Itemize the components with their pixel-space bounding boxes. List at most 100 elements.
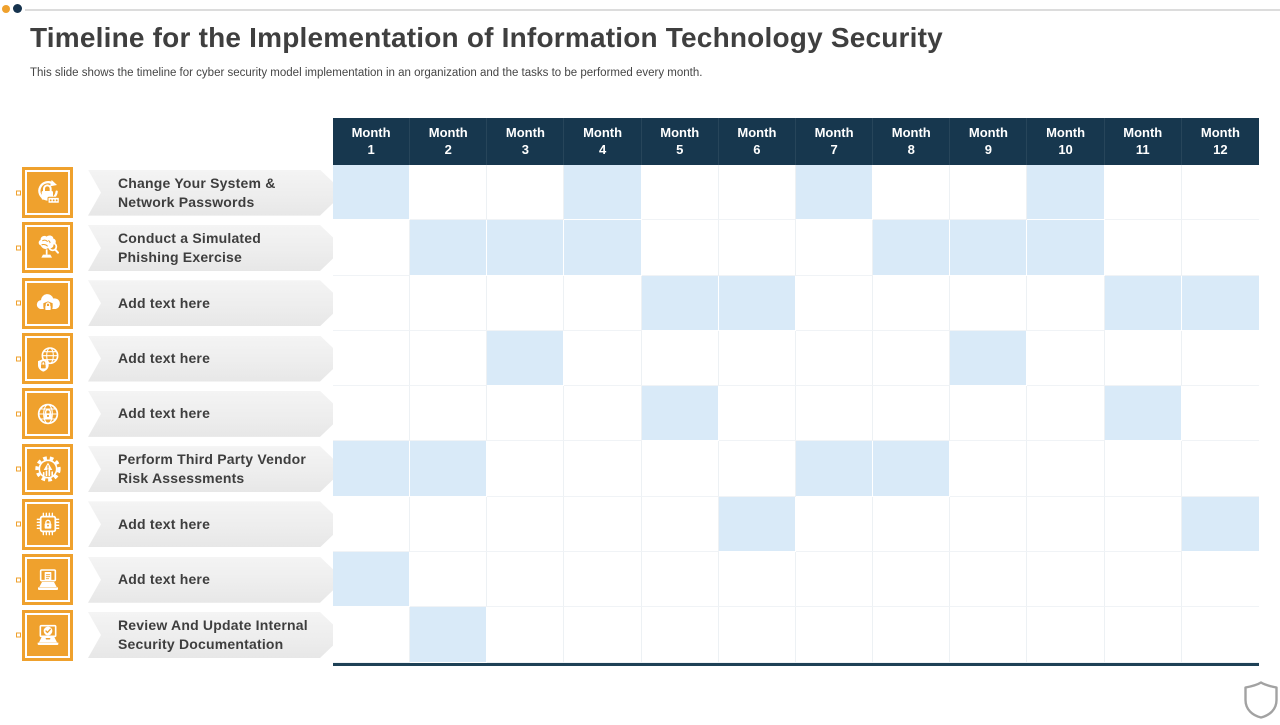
task-banner: Add text here: [88, 557, 344, 603]
month-number: 3: [521, 141, 530, 157]
task-icon-box: [22, 167, 73, 219]
active-month-cell: [1027, 220, 1105, 276]
month-cell: [333, 275, 411, 331]
active-month-cell: [487, 220, 565, 276]
month-cell: [410, 330, 488, 387]
month-word: Month: [351, 125, 391, 141]
month-cell: [795, 275, 874, 331]
timeline-grid: [333, 165, 1259, 666]
task-icon-box: [22, 277, 73, 329]
month-header-cell: Month 6: [719, 118, 796, 165]
month-cell: [641, 607, 719, 663]
month-cell: [950, 607, 1028, 663]
task-label: Add text here: [118, 294, 211, 311]
month-cell: [564, 552, 642, 608]
active-month-cell: [333, 441, 411, 497]
active-month-cell: [564, 165, 642, 221]
month-cell: [487, 441, 565, 497]
month-cell: [873, 330, 951, 387]
month-cell: [1104, 330, 1182, 387]
month-cell: [333, 330, 411, 387]
task-row: Change Your System & Network Passwords: [16, 165, 348, 220]
task-handle-square: [16, 190, 21, 196]
month-header-cell: Month 9: [950, 118, 1028, 165]
timeline-table: Month 1 Month 2 Month 3 Month 4 Month 5 Month 6 Mont…: [333, 118, 1259, 666]
month-cell: [564, 386, 642, 442]
month-cell: [333, 220, 411, 276]
active-month-cell: [1181, 275, 1259, 331]
month-cell: [950, 275, 1028, 331]
month-word: Month: [583, 125, 623, 141]
month-header-row: Month 1 Month 2 Month 3 Month 4 Month 5 Month 6 Mont…: [333, 118, 1259, 165]
task-banner: Conduct a Simulated Phishing Exercise: [88, 225, 344, 271]
active-month-cell: [564, 220, 642, 276]
month-number: 7: [830, 141, 838, 157]
month-cell: [950, 165, 1028, 221]
month-number: 12: [1213, 141, 1228, 157]
active-month-cell: [333, 552, 411, 608]
month-cell: [410, 275, 488, 331]
task-row: Review And Update Internal Security Docu…: [16, 607, 348, 662]
task-banner: Add text here: [88, 280, 344, 326]
laptop-document-icon: [25, 557, 70, 603]
month-cell: [487, 496, 565, 553]
month-cell: [1027, 386, 1105, 442]
month-cell: [487, 552, 565, 608]
task-label: Add text here: [118, 515, 211, 532]
month-cell: [410, 165, 488, 221]
month-cell: [718, 386, 796, 442]
task-label: Add text here: [118, 405, 211, 422]
task-banner: Review And Update Internal Security Docu…: [88, 612, 344, 658]
month-cell: [1181, 552, 1259, 608]
month-cell: [487, 165, 565, 221]
task-row: Add text here: [16, 386, 348, 441]
month-cell: [718, 220, 796, 276]
month-cell: [950, 386, 1028, 442]
month-cell: [795, 220, 874, 276]
active-month-cell: [410, 441, 488, 497]
active-month-cell: [333, 165, 411, 221]
month-number: 9: [984, 141, 993, 157]
month-cell: [1181, 220, 1259, 276]
task-list: Change Your System & Network Passwords Co…: [16, 165, 348, 663]
active-month-cell: [718, 275, 796, 331]
timeline-row: [333, 496, 1259, 553]
month-word: Month: [968, 125, 1008, 141]
month-header-cell: Month 12: [1182, 118, 1259, 165]
month-number: 11: [1135, 141, 1150, 157]
month-cell: [950, 441, 1028, 497]
month-cell: [1181, 386, 1259, 442]
month-word: Month: [891, 125, 931, 141]
phishing-simulation-icon: [25, 225, 70, 271]
month-number: 2: [444, 141, 452, 157]
month-cell: [564, 330, 642, 387]
task-row: Add text here: [16, 552, 348, 607]
month-cell: [1027, 552, 1105, 608]
month-cell: [1181, 330, 1259, 387]
globe-lock-icon: [25, 391, 70, 437]
month-cell: [1181, 165, 1259, 221]
month-cell: [1181, 441, 1259, 497]
month-header-cell: Month 1: [333, 118, 411, 165]
task-label: Perform Third Party Vendor Risk Assessme…: [118, 451, 307, 487]
task-banner: Add text here: [88, 501, 344, 547]
month-cell: [873, 552, 951, 608]
month-number: 1: [367, 141, 375, 157]
month-cell: [795, 607, 874, 663]
month-cell: [1027, 607, 1105, 663]
month-cell: [410, 552, 488, 608]
task-handle-square: [16, 577, 21, 583]
month-cell: [795, 552, 874, 608]
month-cell: [873, 275, 951, 331]
month-cell: [641, 330, 719, 387]
task-icon-box: [22, 498, 73, 550]
month-cell: [950, 552, 1028, 608]
month-cell: [487, 607, 565, 663]
active-month-cell: [641, 386, 719, 442]
task-label: Review And Update Internal Security Docu…: [118, 617, 308, 653]
month-word: Month: [660, 125, 700, 141]
task-banner: Perform Third Party Vendor Risk Assessme…: [88, 446, 344, 492]
task-label: Add text here: [118, 571, 211, 588]
month-cell: [1104, 607, 1182, 663]
